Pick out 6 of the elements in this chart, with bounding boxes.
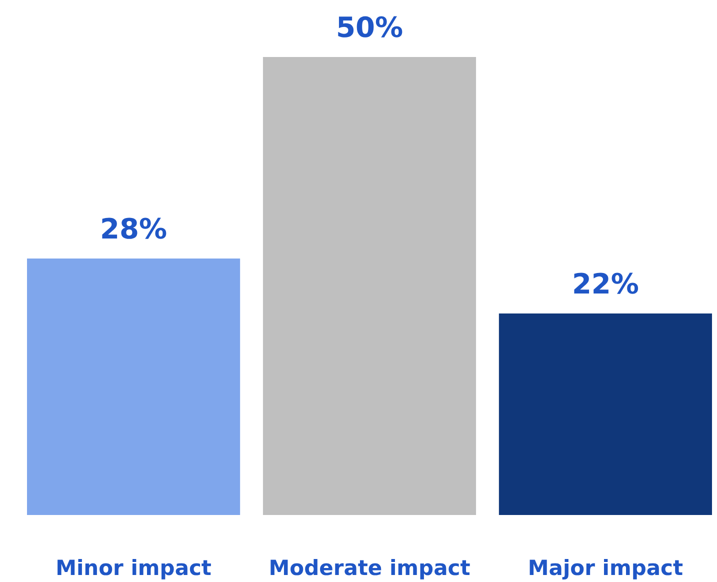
data-label: 22% xyxy=(572,267,639,300)
data-label: 50% xyxy=(336,11,404,44)
x-tick-label: Moderate impact xyxy=(268,556,470,580)
x-tick-label: Minor impact xyxy=(56,556,212,580)
x-tick-label: Major impact xyxy=(528,556,684,580)
data-label: 28% xyxy=(100,212,168,246)
